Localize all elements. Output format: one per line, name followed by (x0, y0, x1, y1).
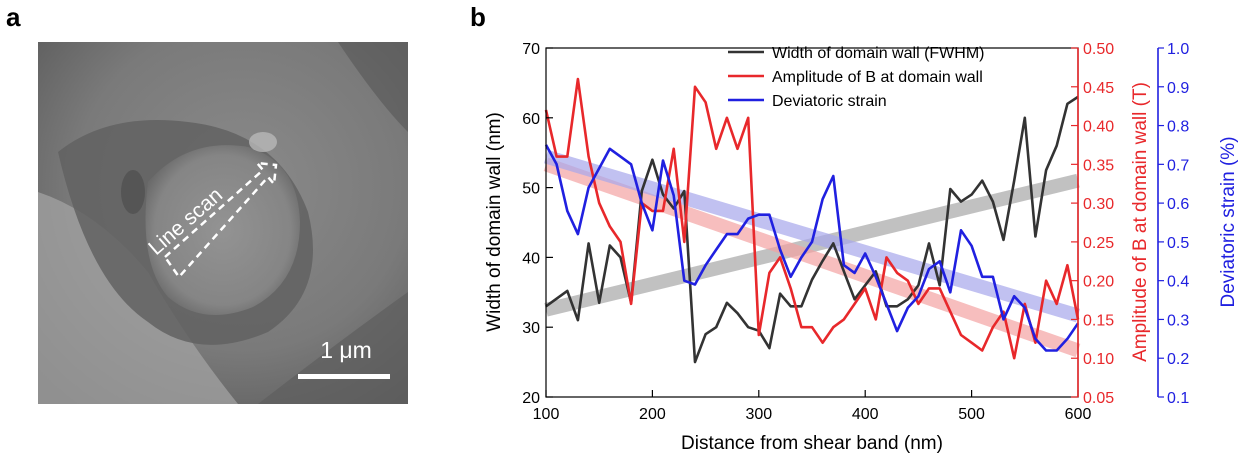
dark-corner-region (338, 42, 408, 132)
series-line-left (545, 95, 1079, 364)
y-tick-label-left: 30 (522, 320, 540, 337)
line-scan-arrow (163, 161, 278, 280)
chart-svg: 100 200 300 400 500 600 20 30 40 50 60 70 0.05 0.10 0.… (484, 41, 1239, 454)
y-tick-label-amplitude: 0.05 (1083, 390, 1114, 407)
y-tick-label-amplitude: 0.15 (1083, 312, 1114, 329)
scale-bar-label: 1 μm (320, 337, 372, 363)
series-line-right1 (544, 77, 1080, 360)
y-tick-label-strain: 0.6 (1167, 196, 1189, 213)
y-tick-label-strain: 0.7 (1167, 157, 1189, 174)
y-axis-label-amplitude: Amplitude of B at domain wall (T) (1130, 82, 1151, 362)
y-tick-label-amplitude: 0.25 (1083, 235, 1114, 252)
panel-label-b: b (470, 2, 486, 32)
legend-label: Amplitude of B at domain wall (772, 69, 983, 86)
legend-label: Width of domain wall (FWHM) (772, 45, 984, 62)
legend-label: Deviatoric strain (772, 93, 887, 110)
x-tick-label: 600 (1065, 406, 1092, 423)
trend-band-right2 (543, 149, 1081, 323)
y-tick-label-strain: 0.3 (1167, 312, 1189, 329)
x-tick-label: 200 (639, 406, 666, 423)
y-tick-label-strain: 1.0 (1167, 41, 1189, 58)
y-tick-label-strain: 0.8 (1167, 119, 1189, 136)
y-tick-label-amplitude: 0.50 (1083, 41, 1114, 58)
y-tick-label-amplitude: 0.10 (1083, 351, 1114, 368)
y-tick-label-left: 20 (522, 390, 540, 407)
series-line-right2 (544, 144, 1080, 352)
x-tick-label: 100 (533, 406, 560, 423)
scale-bar (298, 374, 390, 379)
y-tick-label-strain: 0.1 (1167, 390, 1189, 407)
x-tick-label: 400 (852, 406, 879, 423)
x-tick-label: 500 (958, 406, 985, 423)
y-tick-label-amplitude: 0.45 (1083, 80, 1114, 97)
y-tick-label-left: 50 (522, 181, 540, 198)
bright-spot (249, 132, 277, 152)
y-tick-label-amplitude: 0.35 (1083, 157, 1114, 174)
panel-label-a: a (6, 2, 21, 32)
dark-feature (121, 170, 145, 214)
y-tick-label-amplitude: 0.20 (1083, 274, 1114, 291)
micrograph-image: Line scan 1 μm (38, 42, 408, 404)
y-axis-label-left: Width of domain wall (nm) (484, 112, 505, 332)
y-tick-label-strain: 0.5 (1167, 235, 1189, 252)
x-tick-label: 300 (745, 406, 772, 423)
y-tick-label-amplitude: 0.30 (1083, 196, 1114, 213)
y-tick-label-left: 40 (522, 250, 540, 267)
trend-band-right1 (543, 157, 1081, 358)
trend-band-left (544, 173, 1080, 317)
y-tick-label-left: 70 (522, 41, 540, 58)
y-tick-label-strain: 0.9 (1167, 80, 1189, 97)
y-axis-label-strain: Deviatoric strain (%) (1218, 136, 1239, 307)
y-tick-label-strain: 0.2 (1167, 351, 1189, 368)
x-axis-label: Distance from shear band (nm) (681, 433, 943, 454)
y-tick-label-amplitude: 0.40 (1083, 119, 1114, 136)
y-tick-label-left: 60 (522, 111, 540, 128)
y-tick-label-strain: 0.4 (1167, 274, 1189, 291)
